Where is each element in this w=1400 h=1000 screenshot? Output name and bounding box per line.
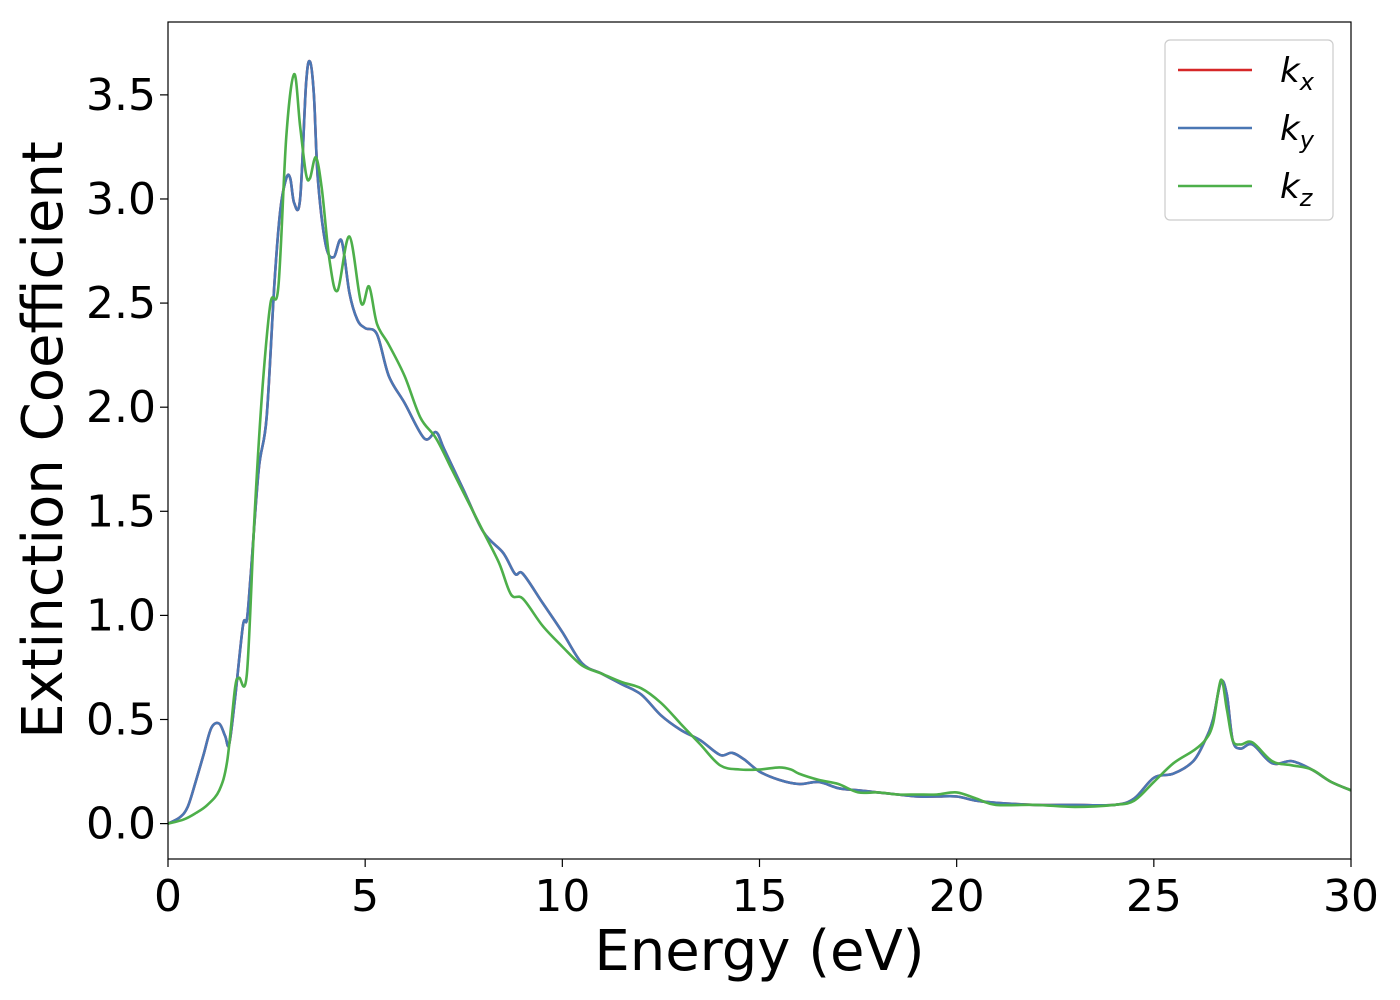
series-layer xyxy=(167,59,1352,825)
x-tick-label: 30 xyxy=(1323,871,1379,922)
y-tick-label: 0.0 xyxy=(86,799,156,850)
x-tick-label: 0 xyxy=(154,871,182,922)
series-line-z xyxy=(167,72,1352,825)
x-axis-title: Energy (eV) xyxy=(594,919,924,984)
y-tick-label: 2.0 xyxy=(86,382,156,433)
series-line-y xyxy=(167,59,1352,825)
y-tick-label: 1.5 xyxy=(86,486,156,537)
y-axis-title: Extinction Coefficient xyxy=(11,141,76,739)
y-tick-label: 1.0 xyxy=(86,590,156,641)
y-tick-label: 2.5 xyxy=(86,278,156,329)
y-tick-label: 3.5 xyxy=(86,70,156,121)
x-tick-label: 20 xyxy=(929,871,985,922)
y-tick-label: 0.5 xyxy=(86,695,156,746)
x-tick-label: 10 xyxy=(534,871,590,922)
y-tick-label: 3.0 xyxy=(86,174,156,225)
x-tick-label: 25 xyxy=(1126,871,1182,922)
legend-box xyxy=(1164,39,1334,221)
x-tick-label: 5 xyxy=(351,871,379,922)
y-axis-ticks: 0.0 0.5 1.0 1.5 2.0 2.5 3.0 3.5 xyxy=(86,70,168,850)
x-tick-label: 15 xyxy=(732,871,788,922)
x-axis-ticks: 0 5 10 15 20 25 30 xyxy=(154,859,1379,922)
